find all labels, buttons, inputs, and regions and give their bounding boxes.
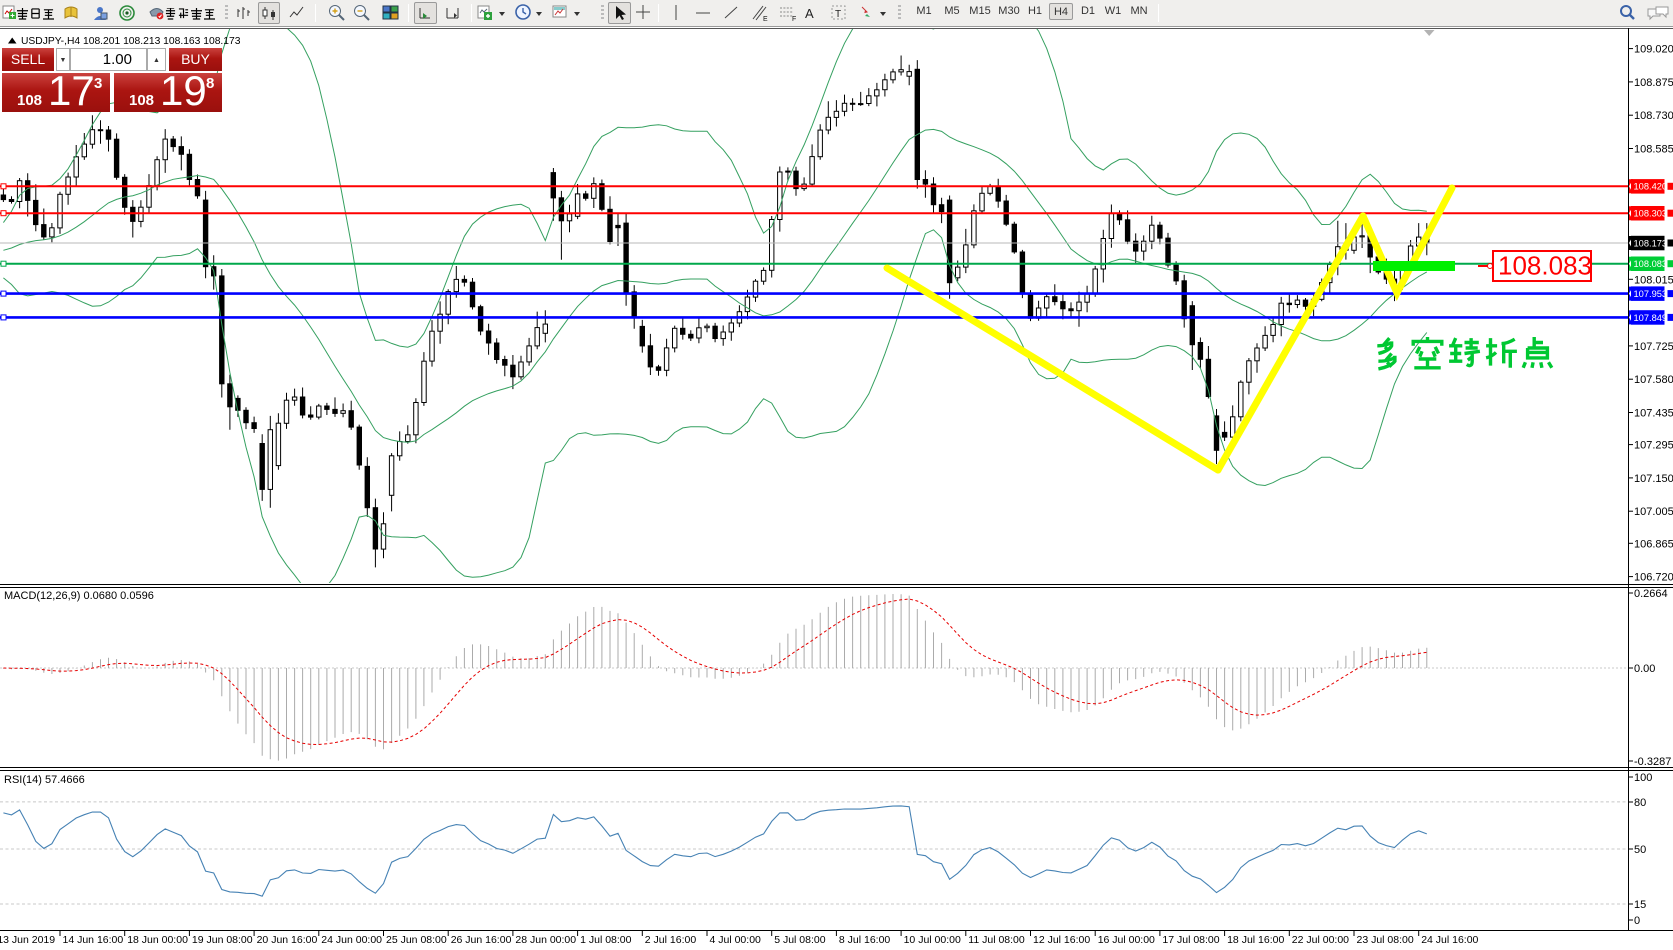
svg-text:14 Jun 16:00: 14 Jun 16:00	[63, 934, 124, 946]
svg-text:19 Jun 08:00: 19 Jun 08:00	[192, 934, 253, 946]
svg-text:20 Jun 16:00: 20 Jun 16:00	[257, 934, 318, 946]
svg-text:15: 15	[1634, 899, 1646, 911]
svg-text:4 Jul 00:00: 4 Jul 00:00	[710, 934, 762, 946]
svg-text:108.173: 108.173	[1634, 238, 1668, 248]
svg-text:108.585: 108.585	[1634, 144, 1673, 156]
svg-text:10 Jul 00:00: 10 Jul 00:00	[904, 934, 961, 946]
svg-text:107.580: 107.580	[1634, 374, 1673, 386]
svg-text:108.015: 108.015	[1634, 274, 1673, 286]
svg-text:T: T	[835, 9, 841, 20]
svg-text:17 Jul 08:00: 17 Jul 08:00	[1162, 934, 1219, 946]
svg-text:22 Jul 00:00: 22 Jul 00:00	[1292, 934, 1349, 946]
svg-text:18 Jun 00:00: 18 Jun 00:00	[127, 934, 188, 946]
svg-text:MACD(12,26,9) 0.0680 0.0596: MACD(12,26,9) 0.0680 0.0596	[4, 590, 154, 602]
svg-text:5 Jul 08:00: 5 Jul 08:00	[774, 934, 826, 946]
svg-text:23 Jul 08:00: 23 Jul 08:00	[1357, 934, 1414, 946]
svg-text:50: 50	[1634, 844, 1646, 856]
svg-text:16 Jul 00:00: 16 Jul 00:00	[1098, 934, 1155, 946]
svg-text:11 Jul 08:00: 11 Jul 08:00	[968, 934, 1025, 946]
svg-text:109.020: 109.020	[1634, 44, 1673, 56]
svg-text:26 Jun 16:00: 26 Jun 16:00	[451, 934, 512, 946]
svg-text:-0.3287: -0.3287	[1634, 756, 1671, 768]
svg-text:12 Jul 16:00: 12 Jul 16:00	[1033, 934, 1090, 946]
svg-text:E: E	[763, 16, 768, 23]
svg-text:80: 80	[1634, 797, 1646, 809]
svg-text:25 Jun 08:00: 25 Jun 08:00	[386, 934, 447, 946]
svg-text:107.150: 107.150	[1634, 473, 1673, 485]
svg-text:USDJPY-,H4 108.201 108.213 10: USDJPY-,H4 108.201 108.213 108.163 108.1…	[21, 36, 241, 47]
svg-text:108.083: 108.083	[1634, 259, 1668, 269]
svg-text:1 Jul 08:00: 1 Jul 08:00	[580, 934, 632, 946]
svg-text:0.00: 0.00	[1634, 663, 1655, 675]
svg-text:24 Jul 16:00: 24 Jul 16:00	[1421, 934, 1478, 946]
svg-text:RSI(14) 57.4666: RSI(14) 57.4666	[4, 774, 85, 786]
svg-text:F: F	[792, 16, 796, 23]
svg-text:107.435: 107.435	[1634, 408, 1673, 420]
svg-text:13 Jun 2019: 13 Jun 2019	[0, 934, 55, 946]
svg-text:0.2664: 0.2664	[1634, 588, 1668, 600]
svg-text:106.720: 106.720	[1634, 572, 1673, 584]
svg-text:108.875: 108.875	[1634, 77, 1673, 89]
svg-text:8 Jul 16:00: 8 Jul 16:00	[839, 934, 891, 946]
svg-text:28 Jun 00:00: 28 Jun 00:00	[515, 934, 576, 946]
svg-text:24 Jun 00:00: 24 Jun 00:00	[321, 934, 382, 946]
svg-text:108.730: 108.730	[1634, 110, 1673, 122]
svg-text:108.303: 108.303	[1634, 209, 1668, 219]
svg-text:108.420: 108.420	[1634, 182, 1668, 192]
svg-text:100: 100	[1634, 772, 1652, 784]
svg-text:107.725: 107.725	[1634, 341, 1673, 353]
svg-text:107.849: 107.849	[1634, 313, 1668, 323]
svg-text:106.865: 106.865	[1634, 538, 1673, 550]
svg-text:18 Jul 16:00: 18 Jul 16:00	[1227, 934, 1284, 946]
svg-text:107.953: 107.953	[1634, 289, 1668, 299]
svg-text:107.005: 107.005	[1634, 506, 1673, 518]
svg-text:108.083: 108.083	[1498, 251, 1592, 281]
svg-text:107.295: 107.295	[1634, 440, 1673, 452]
svg-text:2 Jul 16:00: 2 Jul 16:00	[645, 934, 697, 946]
svg-text:0: 0	[1634, 915, 1640, 927]
